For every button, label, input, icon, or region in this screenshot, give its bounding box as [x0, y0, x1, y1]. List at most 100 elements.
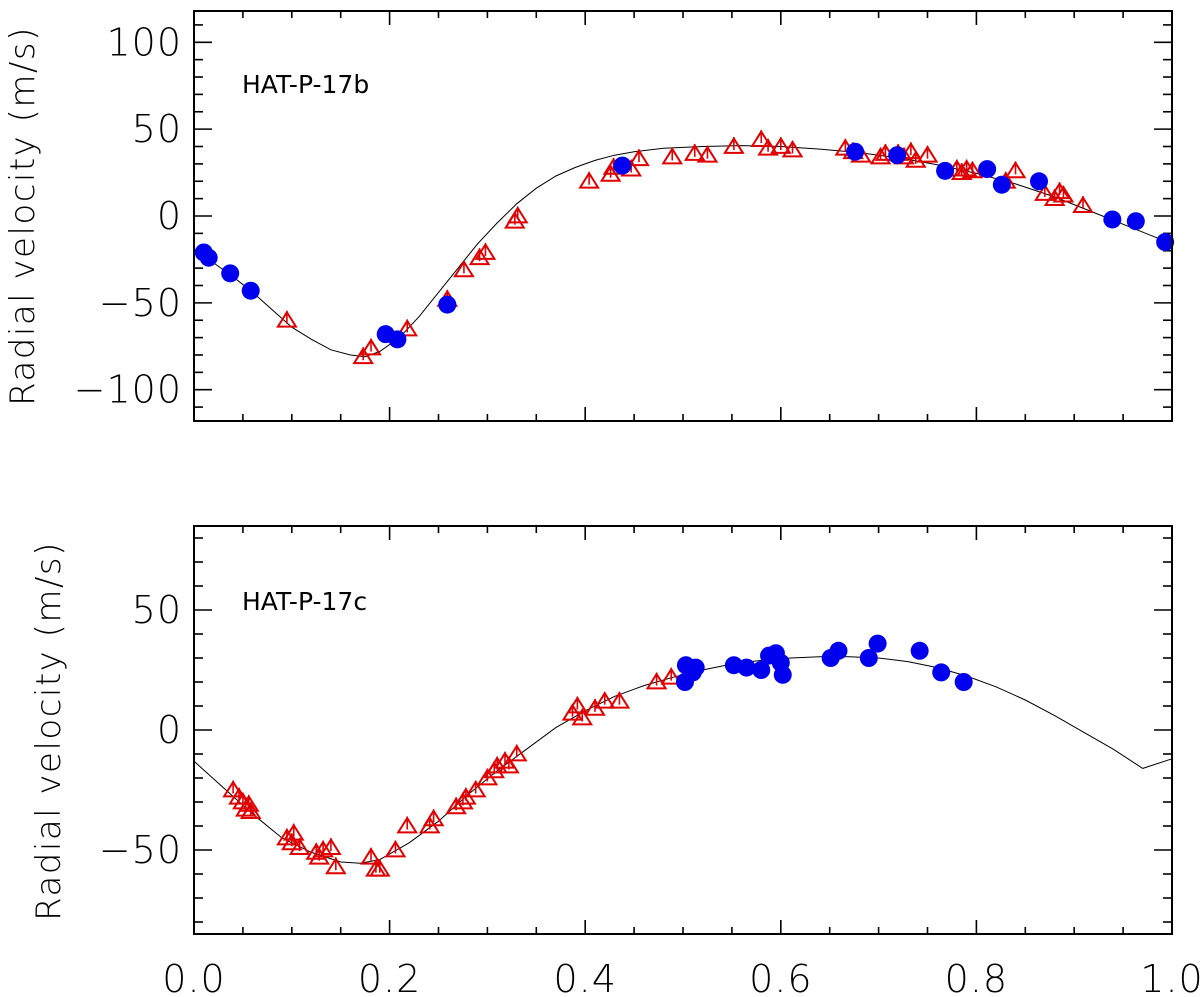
model-curve-hat-p-17b: [193, 145, 1173, 358]
circle-point: [932, 663, 951, 682]
triangle-point: [237, 794, 260, 812]
triangle-point: [608, 691, 631, 709]
ylabel-hat-p-17b: Radial velocity (m/s): [3, 26, 43, 406]
triangle-point: [360, 338, 382, 356]
triangle-point: [232, 792, 254, 810]
triangle-point: [422, 808, 445, 827]
y-tick-label: −50: [99, 281, 182, 325]
circle-point: [686, 658, 705, 677]
circle-point: [859, 649, 878, 667]
triangle-point: [571, 708, 594, 726]
triangle-point: [320, 837, 342, 855]
triangle-point: [1052, 185, 1075, 203]
triangle-point: [396, 319, 419, 337]
triangle-point: [916, 145, 939, 163]
circle-point: [936, 161, 955, 180]
x-tick-label: 1.0: [1140, 957, 1200, 997]
circle-point: [910, 641, 929, 660]
triangle-point: [312, 840, 334, 858]
y-tick-label: 50: [132, 588, 182, 632]
triangle-point: [506, 206, 529, 224]
panel-hat-p-17c: −50 0 50 0.0 0.2 0.4 0.6 0.8 1.0 HAT-P-17c Radia…: [29, 525, 1200, 997]
triangle-point: [396, 816, 419, 834]
circle-point: [199, 248, 218, 267]
triangle-point: [498, 756, 520, 774]
triangle-point: [628, 148, 650, 167]
triangle-point: [660, 667, 683, 685]
triangle-point: [239, 801, 262, 819]
model-curve-hat-p-17c: [193, 656, 1173, 864]
triangle-point: [384, 840, 407, 858]
triangle-point: [1004, 160, 1027, 179]
circle-point: [773, 665, 792, 684]
triangle-point: [280, 832, 303, 851]
circle-point: [954, 673, 973, 691]
ylabel-hat-p-17c: Radial velocity (m/s): [29, 541, 69, 921]
circle-point: [241, 281, 260, 300]
triangle-point: [282, 823, 305, 841]
y-tick-label: −50: [99, 828, 182, 872]
triangle-point: [453, 259, 475, 278]
circle-point: [846, 142, 865, 161]
triangle-point: [288, 837, 311, 855]
circle-point: [221, 264, 240, 283]
circle-point: [737, 658, 756, 677]
triangle-point: [593, 691, 616, 709]
triangle-point: [696, 145, 719, 163]
x-tick-label: 0.8: [945, 957, 1008, 997]
circle-point: [888, 146, 907, 165]
triangle-point: [325, 856, 347, 875]
triangle-point: [445, 796, 467, 815]
plot-frame-hat-p-17b: [193, 10, 1173, 422]
circle-point: [1156, 233, 1175, 252]
triangle-point: [464, 780, 487, 798]
triangle-point: [578, 171, 600, 189]
circle-point: [868, 634, 887, 653]
triangle-point: [645, 672, 668, 690]
triangle-point: [360, 847, 382, 865]
circle-point: [978, 160, 997, 179]
circle-point: [613, 156, 632, 175]
triangle-point: [757, 138, 779, 156]
triangle-point: [276, 310, 298, 328]
circle-point: [438, 295, 457, 314]
triangle-point: [683, 143, 706, 161]
y-tick-label: 0: [157, 194, 182, 238]
y-tick-label: 0: [157, 708, 182, 752]
triangle-point: [352, 346, 374, 365]
triangle-point: [723, 136, 745, 154]
triangle-point: [486, 756, 508, 774]
triangle-point: [955, 159, 978, 177]
panel-hat-p-17b: −100 −50 0 50 100 HAT-P-17b Radial velocity …: [3, 10, 1175, 422]
circle-point: [1029, 172, 1048, 191]
triangle-point: [468, 247, 491, 266]
triangle-point: [769, 136, 792, 154]
triangle-point: [781, 140, 804, 158]
annotation-hat-p-17c: HAT-P-17c: [242, 587, 367, 616]
triangle-point: [566, 696, 589, 714]
triangle-point: [661, 147, 684, 165]
circle-point: [992, 175, 1011, 194]
triangle-point: [505, 744, 528, 762]
triangle-point: [750, 129, 773, 147]
circle-point: [752, 661, 771, 679]
triangle-point: [222, 780, 244, 798]
annotation-hat-p-17b: HAT-P-17b: [242, 70, 369, 99]
triangle-point: [1034, 183, 1056, 201]
triangle-point: [1072, 195, 1094, 213]
plot-frame-hat-p-17c: [193, 525, 1173, 935]
circle-point: [1126, 212, 1145, 231]
y-tick-label: 50: [132, 107, 182, 151]
circle-point: [388, 330, 407, 349]
y-tick-label: −100: [74, 368, 182, 412]
triangle-point: [474, 242, 497, 260]
circle-point: [1103, 210, 1122, 229]
y-tick-label: 100: [106, 20, 182, 64]
x-tick-label: 0.4: [553, 957, 616, 997]
circle-point: [829, 641, 848, 660]
x-tick-label: 0.6: [749, 957, 812, 997]
x-tick-label: 0.2: [358, 957, 421, 997]
triangle-point: [369, 859, 391, 877]
triangle-point: [961, 160, 984, 179]
